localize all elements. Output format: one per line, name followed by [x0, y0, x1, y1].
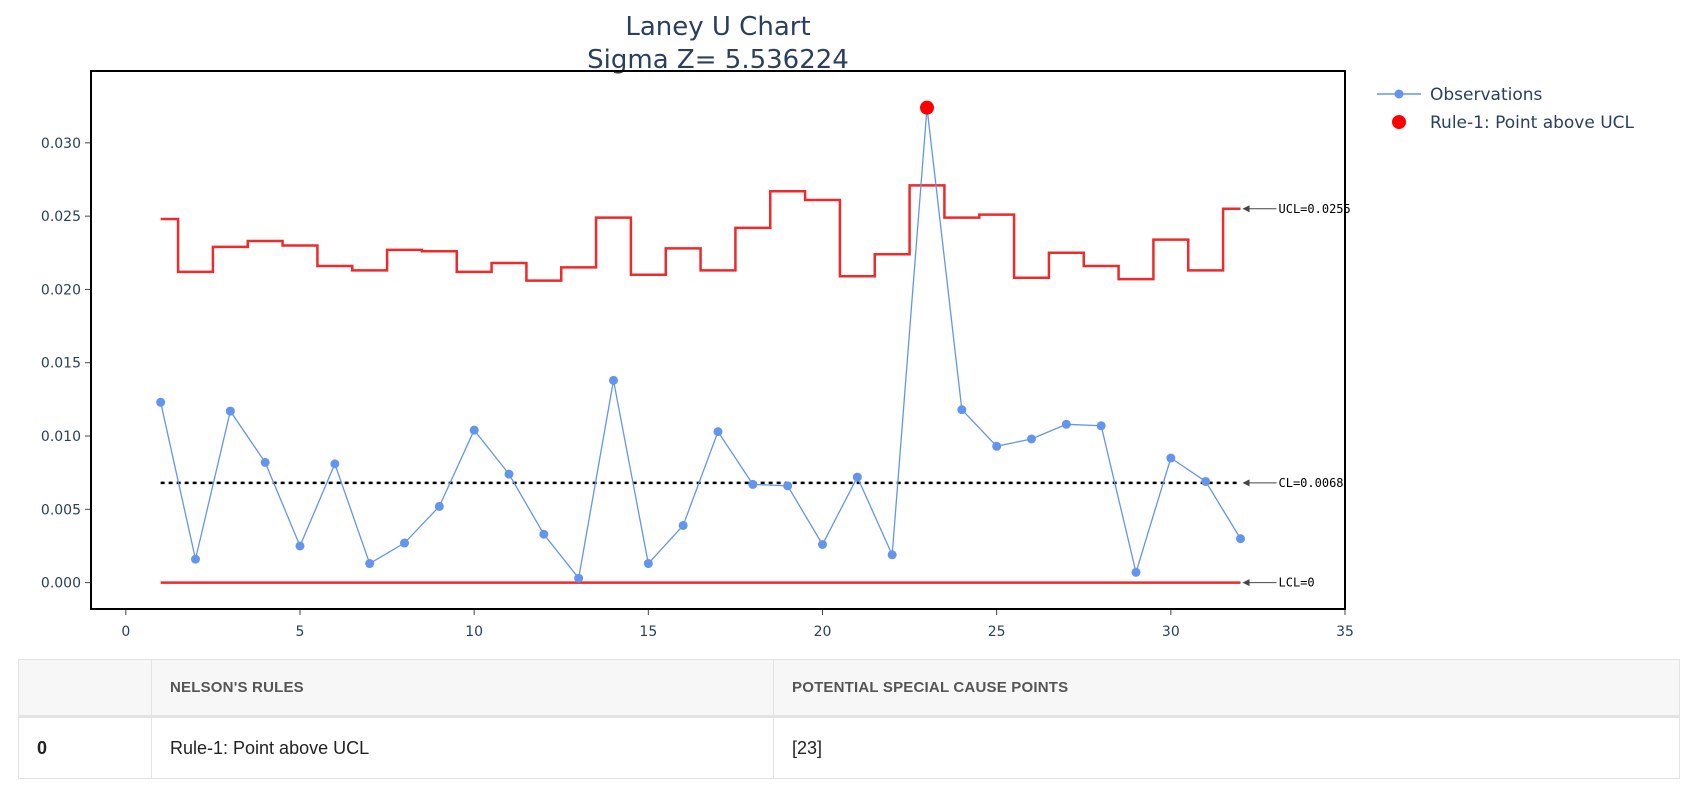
observation-point — [330, 459, 340, 469]
rule-points-layer — [920, 100, 934, 115]
observation-point — [365, 559, 375, 569]
annotation-label: CL=0.0068 — [1279, 476, 1344, 490]
plot-frame — [90, 70, 1346, 610]
observation-point — [504, 469, 514, 479]
y-tick-label: 0.000 — [41, 576, 81, 592]
observation-point — [191, 554, 200, 564]
rule-1-point — [920, 100, 934, 115]
y-tick-label: 0.020 — [41, 282, 81, 298]
y-tick-label: 0.030 — [41, 136, 81, 152]
legend-item-rule-1[interactable]: Rule-1: Point above UCL — [1392, 113, 1635, 133]
chart-title: Laney U Chart — [625, 12, 810, 42]
observation-point — [469, 425, 479, 435]
nelson-rules-table: NELSON'S RULES POTENTIAL SPECIAL CAUSE P… — [18, 659, 1680, 779]
table-header-points: POTENTIAL SPECIAL CAUSE POINTS — [773, 659, 1680, 718]
observation-point — [1027, 434, 1036, 444]
legend-item-observations[interactable]: Observations — [1377, 85, 1543, 105]
observation-point — [713, 427, 723, 437]
row-index: 0 — [18, 716, 152, 779]
observation-point — [1131, 567, 1141, 577]
observation-point — [295, 541, 305, 551]
annotations-layer: UCL=0.0255 CL=0.0068 LCL=0 — [1242, 202, 1351, 590]
y-tick-label: 0.015 — [41, 356, 81, 372]
table-header-rules: NELSON'S RULES — [151, 659, 774, 718]
annotation: CL=0.0068 — [1242, 476, 1344, 490]
observation-point — [957, 405, 967, 415]
observation-point — [1096, 421, 1106, 431]
annotation: LCL=0 — [1242, 576, 1315, 590]
ucl-layer — [160, 184, 1241, 282]
observation-point — [539, 529, 549, 539]
observation-point — [1061, 419, 1071, 429]
observation-point — [260, 457, 270, 467]
annotation-arrowhead-icon — [1242, 205, 1250, 213]
annotation-arrowhead-icon — [1242, 479, 1250, 487]
observation-point — [992, 441, 1002, 451]
legend-marker-icon — [1394, 89, 1404, 99]
observation-point — [678, 520, 688, 530]
y-tick-label: 0.010 — [41, 429, 81, 445]
observation-point — [643, 559, 653, 569]
observation-point — [852, 472, 862, 482]
legend[interactable]: Observations Rule-1: Point above UCL — [1377, 85, 1635, 133]
legend-label-observations: Observations — [1430, 85, 1543, 105]
observations-line — [160, 107, 1242, 580]
observation-point — [400, 538, 409, 548]
annotation-arrowhead-icon — [1242, 579, 1250, 587]
ucl-line — [160, 184, 1241, 282]
row-rule: Rule-1: Point above UCL — [151, 716, 774, 779]
observation-point — [887, 550, 897, 560]
x-tick-label: 15 — [639, 624, 657, 640]
y-tick-label: 0.025 — [41, 209, 81, 225]
annotation-label: LCL=0 — [1279, 576, 1315, 590]
x-tick-label: 5 — [296, 624, 305, 640]
x-tick-label: 10 — [465, 624, 483, 640]
observation-point — [1201, 476, 1211, 486]
table-row: 0 Rule-1: Point above UCL [23] — [18, 716, 1680, 779]
laney-u-chart: Laney U Chart Sigma Z= 5.536224 0 5 10 15 20… — [41, 12, 1635, 640]
observation-point — [225, 406, 235, 416]
observation-point — [818, 539, 827, 549]
observations-layer — [156, 103, 1245, 583]
observation-point — [783, 481, 793, 491]
observation-point — [1166, 453, 1176, 463]
x-tick-label: 20 — [814, 624, 832, 640]
annotation: UCL=0.0255 — [1242, 202, 1351, 216]
row-points: [23] — [773, 716, 1680, 779]
x-tick-label: 25 — [988, 624, 1006, 640]
axes-layer: 0 5 10 15 20 25 30 35 0.000 0.005 0.010 0.015 0.020 0… — [41, 136, 1354, 640]
observation-point — [156, 397, 166, 407]
x-tick-label: 0 — [121, 624, 130, 640]
x-tick-label: 35 — [1336, 624, 1354, 640]
legend-label-rule-1: Rule-1: Point above UCL — [1430, 113, 1635, 133]
table-header-row: NELSON'S RULES POTENTIAL SPECIAL CAUSE P… — [18, 659, 1680, 718]
legend-marker-icon — [1392, 115, 1406, 129]
observation-point — [1236, 534, 1245, 544]
observation-point — [609, 375, 618, 385]
observation-point — [574, 573, 584, 583]
table-header-index — [18, 659, 152, 718]
annotation-label: UCL=0.0255 — [1279, 202, 1351, 216]
y-tick-label: 0.005 — [41, 502, 81, 518]
x-tick-label: 30 — [1162, 624, 1180, 640]
observation-point — [434, 501, 444, 511]
observation-point — [748, 479, 758, 489]
